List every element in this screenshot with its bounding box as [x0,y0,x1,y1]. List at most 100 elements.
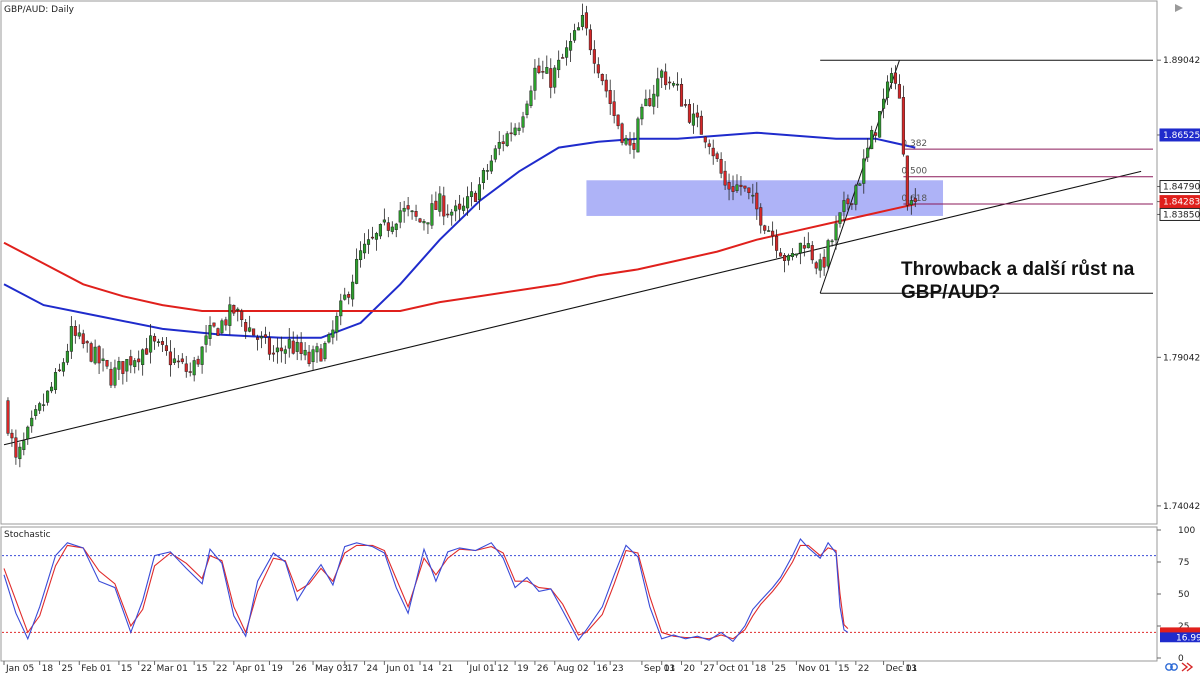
candle-body [588,29,592,51]
candle-body [462,205,466,211]
candle-body [248,327,252,332]
candle-body [398,210,402,223]
candle-body [61,362,65,372]
candle-body [422,221,426,224]
candle-body [402,207,406,212]
candle-body [600,74,604,82]
candle-body [26,426,30,440]
fib-swing-line [819,60,900,294]
candle-body [319,348,323,362]
annotation-line-1: Throwback a další růst na [901,259,1135,280]
stochastic-layer [2,538,1156,643]
time-axis-label: Sep 01 [644,664,675,674]
candle-body [204,335,208,345]
time-axis-label: 26 [295,664,307,674]
stoch-axis-label: 25 [1178,622,1189,632]
time-axis-label: 27 [703,664,714,674]
candle-body [767,230,771,232]
sma-100-line [3,131,916,339]
candle-body [10,432,14,439]
candle-body [228,304,232,326]
candle-body [315,346,319,353]
candle-body [283,349,287,354]
candle-body [521,116,525,128]
candlesticks-layer [6,3,917,468]
candle-body [616,114,620,127]
candle-body [640,106,644,120]
candle-body [18,446,22,460]
candle-body [22,440,26,450]
candle-body [57,369,62,372]
candle-body [557,59,561,71]
price-axis-label: 1.83850 [1163,210,1200,220]
stoch-k-line [3,538,849,643]
indicator-title-bg [2,528,40,540]
time-axis-label: 13 [664,664,675,674]
candle-body [802,245,806,249]
time-axis-label: 16 [596,664,608,674]
candle-body [493,148,497,160]
candle-body [46,390,50,403]
candle-body [458,203,462,210]
candle-body [137,358,141,363]
candle-body [65,350,69,363]
candle-body [719,159,723,174]
candle-body [501,141,505,144]
candle-body [561,57,565,59]
time-axis-label: Jun 01 [385,664,414,674]
candle-body [279,347,283,352]
candle-body [192,360,196,376]
candle-body [683,104,688,106]
candle-body [220,320,224,334]
candle-body [711,147,715,157]
sma-200-line [3,203,916,312]
time-axis-label: 17 [347,664,358,674]
candle-body [874,132,878,136]
candle-body [414,210,418,217]
candle-body [485,170,489,172]
candle-body [489,160,493,172]
time-axis-label: 22 [216,664,227,674]
candle-body [180,358,184,363]
candle-body [113,367,117,386]
time-axis-label: 14 [422,664,434,674]
chart-title-bg [2,2,60,15]
candle-body [553,67,557,88]
candle-body [232,304,236,314]
candle-body [842,200,846,212]
candle-body [664,71,668,86]
candle-body [743,185,747,189]
axes-layer: 1.89042 1.86525 1.84790 1.84283 1.83850 1.790… [3,56,1200,674]
candle-body [624,137,628,145]
candle-body [252,328,256,336]
candle-body [576,27,581,31]
candle-body [347,294,351,298]
scroll-arrow-icon[interactable] [1175,4,1183,12]
candle-body [473,192,478,202]
candle-body [327,334,331,343]
candle-body [303,349,307,356]
time-axis-label: Oct 01 [719,664,749,674]
support-zone-layer [586,180,944,216]
candle-body [256,337,260,340]
collapse-arrows-icon[interactable] [1181,662,1194,672]
price-axis-label: 1.84283 [1163,198,1200,208]
candle-body [798,242,802,254]
candle-body [275,347,279,353]
price-axis-label: 1.74042 [1163,502,1200,512]
candle-body [763,225,767,231]
candle-body [430,203,434,226]
annotation-line-2: GBP/AUD? [901,282,1000,303]
candle-body [450,211,454,216]
price-axis-label: 1.86525 [1163,131,1200,141]
candle-body [117,361,121,370]
candle-body [822,256,826,268]
candle-body [42,404,46,406]
candle-body [335,315,339,333]
stoch-axis-label: 50 [1178,590,1190,600]
candle-body [271,352,275,355]
link-icon[interactable] [1165,663,1178,671]
candle-body [723,170,727,186]
candle-body [652,93,656,107]
